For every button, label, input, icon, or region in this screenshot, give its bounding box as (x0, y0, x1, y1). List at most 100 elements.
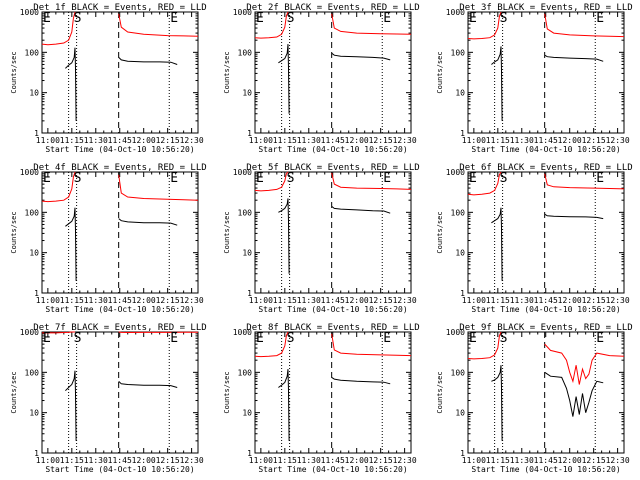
series-line (544, 13, 625, 38)
panel-title: Det 8f BLACK = Events, RED = LLD (246, 323, 419, 333)
x-tick-label: 12:15 (369, 296, 393, 305)
x-tick-label: 12:30 (180, 456, 204, 465)
panel-title: Det 1f BLACK = Events, RED = LLD (33, 3, 206, 13)
series-line (544, 173, 625, 190)
x-tick-label: 12:30 (606, 136, 630, 145)
series-line (491, 46, 503, 121)
marker-label: E (43, 331, 51, 346)
plot-frame (467, 11, 625, 134)
series-line (278, 369, 290, 441)
y-axis-title: Counts/sec (223, 371, 231, 413)
x-tick-label: 11:00 (462, 456, 486, 465)
marker-label: E (596, 171, 604, 186)
x-tick-label: 11:00 (36, 456, 60, 465)
y-tick-label: 10 (29, 89, 39, 98)
x-tick-label: 11:30 (84, 136, 108, 145)
x-tick-label: 11:45 (108, 136, 132, 145)
y-tick-label: 1000 (446, 328, 465, 337)
plot-frame (467, 331, 625, 454)
x-tick-label: 11:30 (297, 296, 321, 305)
marker-label: E (43, 171, 51, 186)
x-tick-label: 11:00 (36, 296, 60, 305)
y-tick-label: 100 (451, 48, 466, 57)
x-tick-label: 11:45 (321, 456, 345, 465)
marker-label: S (74, 331, 82, 346)
y-tick-label: 1000 (233, 328, 252, 337)
x-tick-label: 12:15 (369, 136, 393, 145)
series-line (65, 47, 77, 121)
y-axis-title: Counts/sec (436, 51, 444, 93)
panel: 1 10 100 1000 11:00 11:15 11:30 11:45 12:00 12:15… (436, 323, 633, 474)
x-axis-title: Start Time (04-Oct-10 10:56:20) (258, 145, 407, 154)
marker-label: E (596, 331, 604, 346)
series-line (41, 11, 76, 46)
marker-label: E (43, 11, 51, 26)
x-tick-label: 11:45 (321, 136, 345, 145)
x-tick-label: 11:45 (321, 296, 345, 305)
panel: 1 10 100 1000 11:00 11:15 11:30 11:45 12:00 12:15… (436, 3, 633, 154)
x-tick-label: 11:45 (534, 296, 558, 305)
x-tick-label: 12:30 (606, 296, 630, 305)
x-tick-label: 12:00 (132, 456, 156, 465)
y-tick-label: 1000 (20, 328, 39, 337)
x-tick-label: 11:45 (534, 136, 558, 145)
y-axis-title: Counts/sec (436, 211, 444, 253)
x-tick-label: 12:30 (180, 296, 204, 305)
x-axis-title: Start Time (04-Oct-10 10:56:20) (471, 305, 620, 314)
y-tick-label: 100 (451, 208, 466, 217)
series-line (467, 11, 502, 40)
x-tick-label: 12:15 (156, 296, 180, 305)
y-tick-label: 10 (242, 89, 252, 98)
panel: 1 10 100 1000 11:00 11:15 11:30 11:45 12:00 12:15… (223, 163, 420, 314)
series-line (544, 371, 604, 417)
y-tick-label: 100 (451, 368, 466, 377)
series-line (491, 207, 503, 281)
marker-label: E (469, 331, 477, 346)
x-tick-label: 12:00 (345, 136, 369, 145)
x-tick-label: 12:00 (558, 296, 582, 305)
y-axis-title: Counts/sec (223, 211, 231, 253)
x-axis-title: Start Time (04-Oct-10 10:56:20) (45, 465, 194, 474)
x-tick-label: 12:00 (132, 136, 156, 145)
panel-title: Det 9f BLACK = Events, RED = LLD (459, 323, 632, 333)
x-tick-label: 11:00 (36, 136, 60, 145)
marker-label: E (256, 11, 264, 26)
marker-label: S (74, 171, 82, 186)
x-tick-label: 12:00 (345, 296, 369, 305)
x-tick-label: 12:15 (582, 296, 606, 305)
series-line (544, 213, 604, 220)
panel-title: Det 6f BLACK = Events, RED = LLD (459, 163, 632, 173)
marker-label: S (500, 171, 508, 186)
x-tick-label: 12:00 (558, 456, 582, 465)
panel-title: Det 3f BLACK = Events, RED = LLD (459, 3, 632, 13)
y-tick-label: 1000 (233, 8, 252, 17)
y-tick-label: 100 (238, 368, 253, 377)
series-line (254, 331, 289, 358)
panel-title: Det 2f BLACK = Events, RED = LLD (246, 3, 419, 13)
series-line (278, 44, 290, 114)
series-line (331, 206, 391, 214)
series-line (41, 171, 76, 203)
x-tick-label: 12:15 (369, 456, 393, 465)
y-tick-label: 100 (25, 208, 40, 217)
marker-label: S (287, 171, 295, 186)
x-tick-label: 12:15 (582, 136, 606, 145)
x-axis-title: Start Time (04-Oct-10 10:56:20) (258, 305, 407, 314)
y-tick-label: 1000 (446, 8, 465, 17)
x-tick-label: 11:15 (486, 296, 510, 305)
series-line (491, 365, 503, 441)
x-axis-title: Start Time (04-Oct-10 10:56:20) (471, 145, 620, 154)
y-tick-label: 1 (247, 449, 252, 458)
y-axis-title: Counts/sec (10, 211, 18, 253)
plot-frame (254, 11, 412, 134)
y-tick-label: 10 (29, 249, 39, 258)
y-tick-label: 100 (25, 48, 40, 57)
x-tick-label: 11:00 (249, 456, 273, 465)
series-line (467, 171, 502, 196)
series-line (254, 11, 289, 39)
marker-label: E (170, 331, 178, 346)
y-tick-label: 1 (460, 449, 465, 458)
marker-label: E (383, 11, 391, 26)
y-tick-label: 1 (247, 289, 252, 298)
